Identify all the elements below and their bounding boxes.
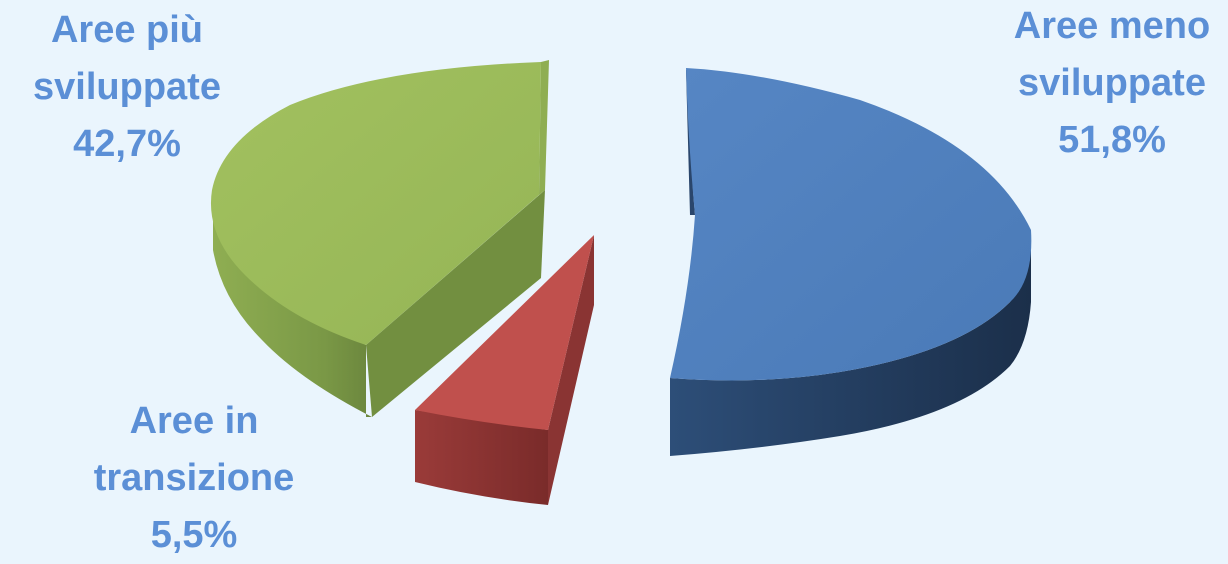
label-value: 42,7% [73,123,181,165]
label-line: Aree più [50,9,204,51]
label-value: 5,5% [150,514,238,556]
label-aree-in-transizione: Aree in transizione 5,5% [72,393,316,564]
pie-slice-aree-in-transizione [415,235,594,505]
slice-top [415,235,594,430]
slice-inner-wall [366,190,545,417]
slice-top [210,62,541,345]
label-line: sviluppate [33,66,221,108]
slice-side [670,238,1031,456]
label-line: Aree meno [1013,5,1211,47]
pie-slice-aree-meno-sviluppate [670,68,1032,456]
pie-slice-aree-piu-sviluppate [210,60,549,417]
slice-inner-wall [548,235,594,505]
slice-top [670,68,1032,381]
slice-side [415,410,548,505]
label-line: transizione [93,457,295,499]
label-aree-piu-sviluppate: Aree più sviluppate 42,7% [18,2,236,173]
label-line: Aree in [129,400,259,442]
label-line: sviluppate [1018,62,1206,104]
slice-edge [539,60,549,195]
slice-side [213,215,372,417]
label-aree-meno-sviluppate: Aree meno sviluppate 51,8% [998,0,1226,169]
label-value: 51,8% [1058,119,1166,161]
